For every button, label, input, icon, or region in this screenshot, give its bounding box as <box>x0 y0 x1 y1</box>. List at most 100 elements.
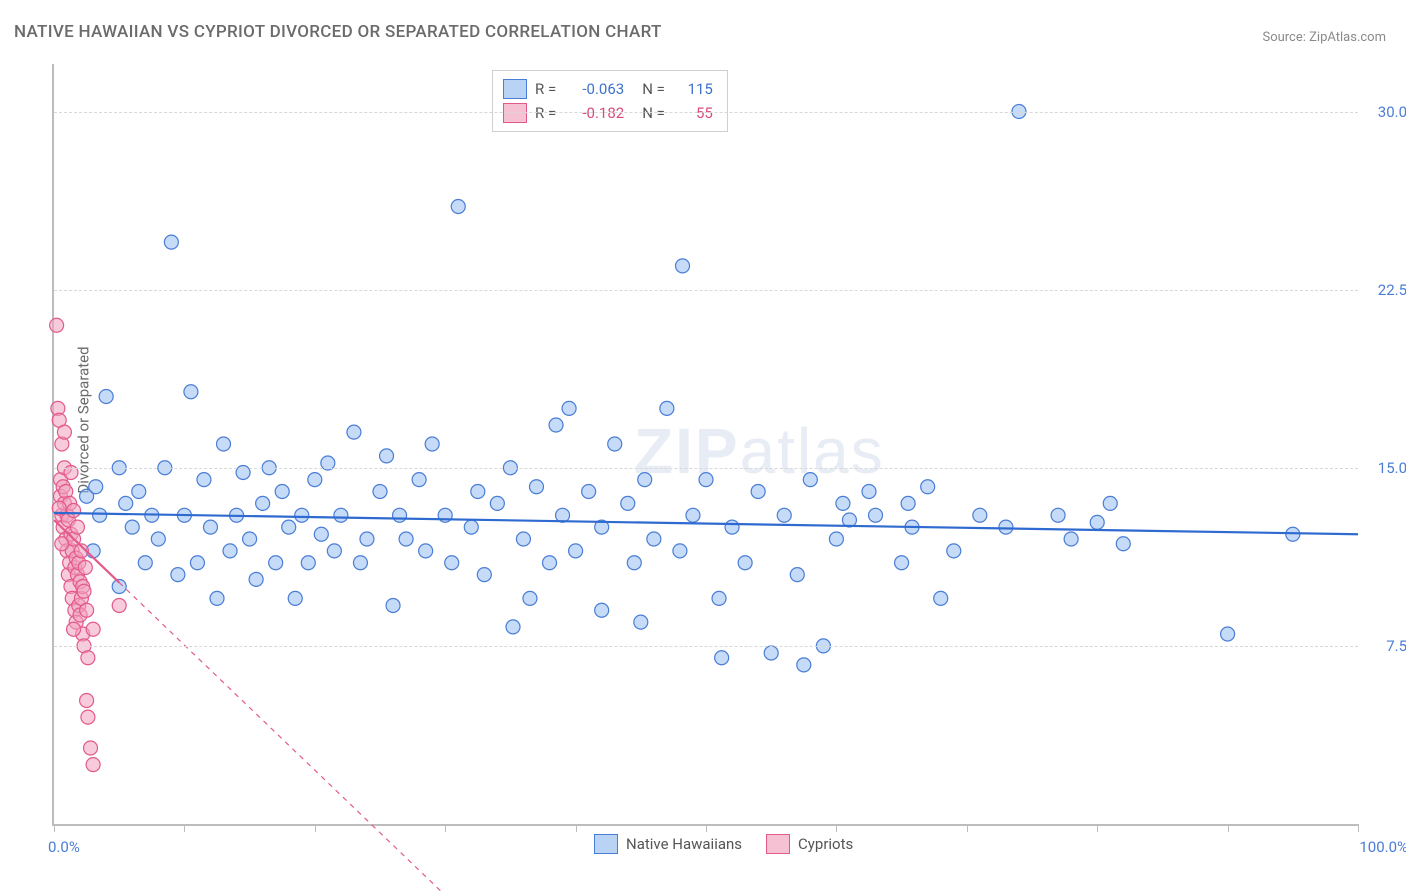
data-point <box>934 591 948 605</box>
data-point <box>190 556 204 570</box>
data-point <box>862 485 876 499</box>
data-point <box>67 622 81 636</box>
data-point <box>86 622 100 636</box>
plot-area: R =-0.063N =115R =-0.182N =55 ZIPatlas N… <box>52 64 1358 826</box>
data-point <box>282 520 296 534</box>
legend-item-label: Cypriots <box>798 835 853 853</box>
y-tick-label: 22.5% <box>1363 281 1406 299</box>
x-tick <box>1228 824 1229 832</box>
data-point <box>269 556 283 570</box>
y-tick-label: 30.0% <box>1363 103 1406 121</box>
data-point <box>549 418 563 432</box>
data-point <box>621 496 635 510</box>
data-point <box>1051 508 1065 522</box>
data-point <box>203 520 217 534</box>
data-point <box>1116 537 1130 551</box>
data-point <box>151 532 165 546</box>
data-point <box>295 508 309 522</box>
data-point <box>119 496 133 510</box>
legend-item: Cypriots <box>766 834 853 854</box>
data-point <box>223 544 237 558</box>
data-point <box>516 532 530 546</box>
data-point <box>89 480 103 494</box>
data-point <box>627 556 641 570</box>
gridline <box>54 290 1358 291</box>
x-tick <box>1358 824 1359 832</box>
data-point <box>638 473 652 487</box>
data-point <box>217 437 231 451</box>
data-point <box>712 591 726 605</box>
x-tick <box>576 824 577 832</box>
legend-item: Native Hawaiians <box>594 834 742 854</box>
data-point <box>477 568 491 582</box>
legend-corr-row: R =-0.063N =115 <box>503 77 713 101</box>
data-point <box>314 527 328 541</box>
data-point <box>676 259 690 273</box>
data-point <box>464 520 478 534</box>
data-point <box>490 496 504 510</box>
data-point <box>380 449 394 463</box>
x-tick <box>706 824 707 832</box>
data-point <box>419 544 433 558</box>
data-point <box>595 603 609 617</box>
data-point <box>634 615 648 629</box>
legend-r-label: R = <box>535 77 556 101</box>
data-point <box>138 556 152 570</box>
data-point <box>353 556 367 570</box>
data-point <box>132 485 146 499</box>
data-point <box>425 437 439 451</box>
data-point <box>373 485 387 499</box>
data-point <box>836 496 850 510</box>
data-point <box>751 485 765 499</box>
x-tick <box>967 824 968 832</box>
legend-corr-row: R =-0.182N =55 <box>503 101 713 125</box>
data-point <box>67 504 81 518</box>
legend-n-label: N = <box>642 101 665 125</box>
data-point <box>80 694 94 708</box>
x-tick <box>445 824 446 832</box>
data-point <box>50 318 64 332</box>
data-point <box>895 556 909 570</box>
legend-r-value: -0.063 <box>564 77 624 101</box>
data-point <box>921 480 935 494</box>
scatter-svg <box>54 64 1358 824</box>
data-point <box>699 473 713 487</box>
data-point <box>686 508 700 522</box>
data-point <box>84 741 98 755</box>
series-legend: Native Hawaiians Cypriots <box>594 834 853 854</box>
data-point <box>529 480 543 494</box>
data-point <box>445 556 459 570</box>
gridline <box>54 468 1358 469</box>
data-point <box>86 758 100 772</box>
data-point <box>1221 627 1235 641</box>
data-point <box>184 385 198 399</box>
data-point <box>797 658 811 672</box>
legend-swatch <box>503 79 527 99</box>
data-point <box>77 584 91 598</box>
data-point <box>99 390 113 404</box>
data-point <box>1064 532 1078 546</box>
y-tick-label: 7.5% <box>1363 637 1406 655</box>
data-point <box>70 520 84 534</box>
data-point <box>327 544 341 558</box>
legend-swatch <box>766 834 790 854</box>
data-point <box>715 651 729 665</box>
x-tick <box>184 824 185 832</box>
gridline <box>54 112 1358 113</box>
data-point <box>1090 515 1104 529</box>
x-tick <box>1097 824 1098 832</box>
data-point <box>164 235 178 249</box>
data-point <box>125 520 139 534</box>
legend-swatch <box>594 834 618 854</box>
x-min-label: 0.0% <box>48 838 80 856</box>
data-point <box>764 646 778 660</box>
data-point <box>249 572 263 586</box>
data-point <box>197 473 211 487</box>
data-point <box>725 520 739 534</box>
data-point <box>901 496 915 510</box>
data-point <box>777 508 791 522</box>
data-point <box>471 485 485 499</box>
data-point <box>78 561 92 575</box>
data-point <box>562 401 576 415</box>
data-point <box>93 508 107 522</box>
